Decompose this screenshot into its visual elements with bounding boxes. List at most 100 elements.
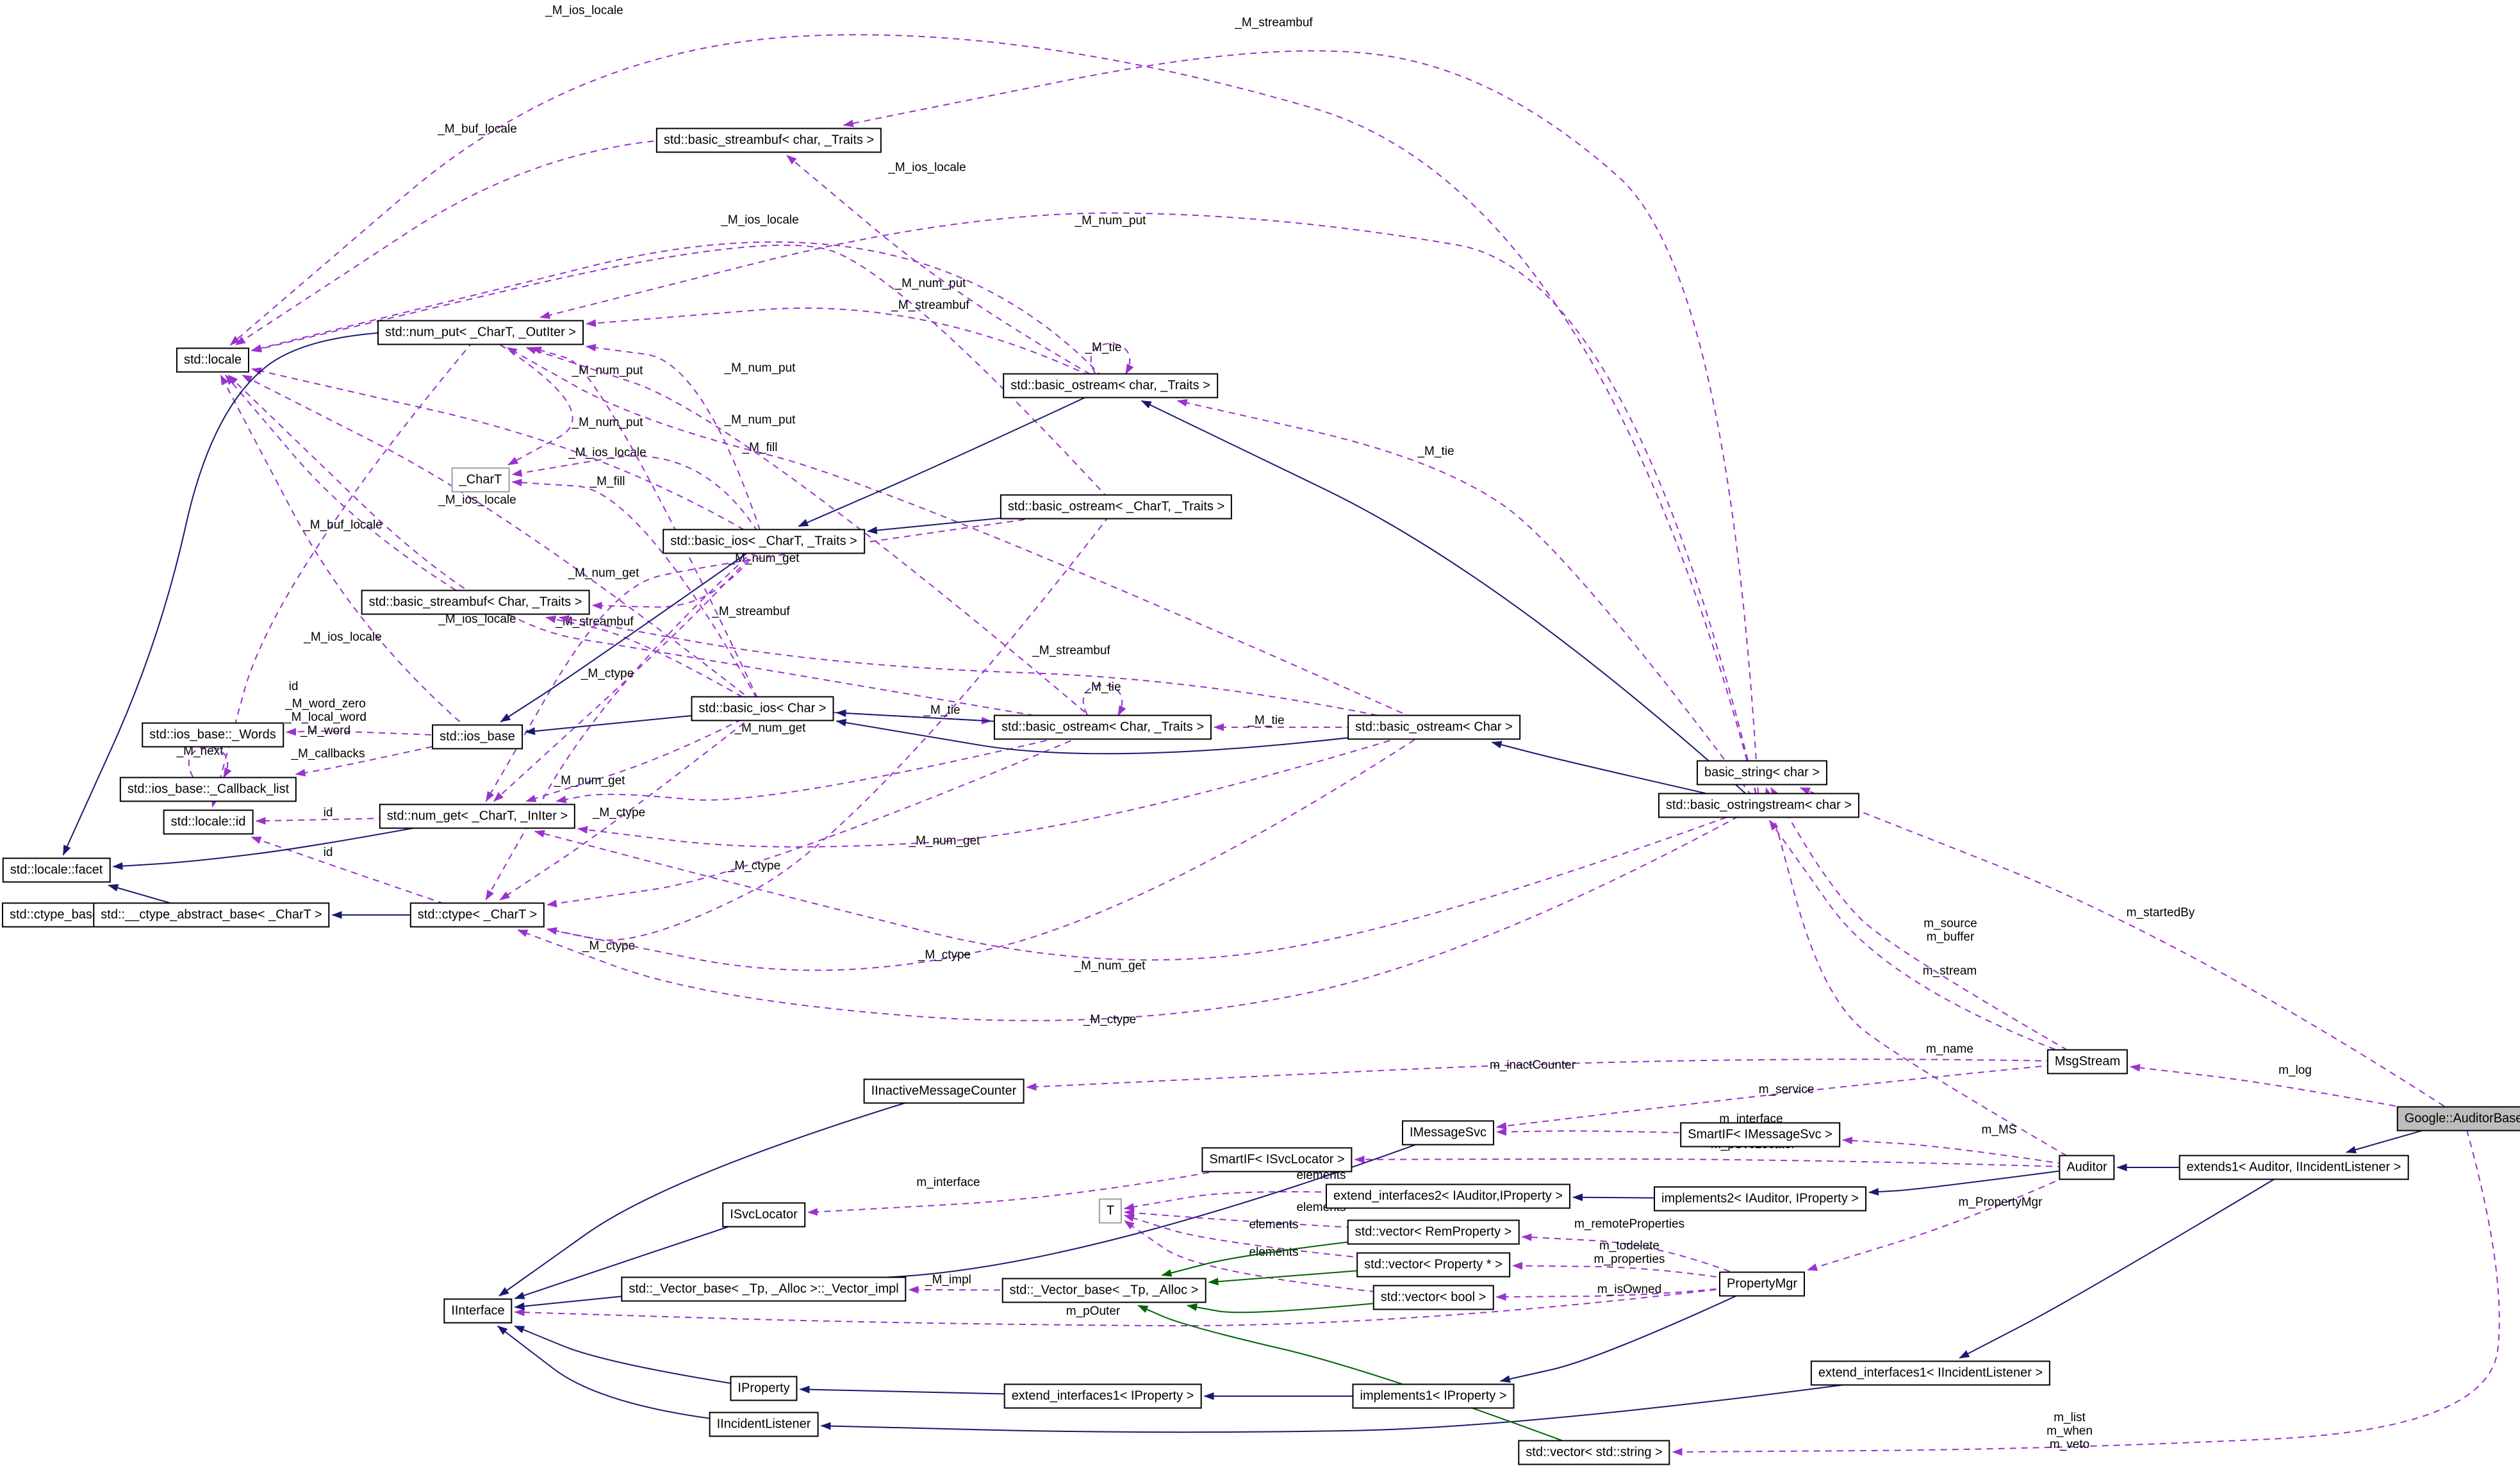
node-ostringstream[interactable]: std::basic_ostringstream< char > [1658,793,1860,818]
node-ctype_base[interactable]: std::ctype_base [1,902,108,928]
node-chart[interactable]: _CharT [451,467,510,493]
edge-label: m_MS [1982,1123,2017,1137]
edge-ios_Char-streambuf_Char [545,615,763,709]
node-vimpl[interactable]: std::_Vector_base< _Tp, _Alloc >::_Vecto… [621,1276,907,1302]
node-callback[interactable]: std::ios_base::_Callback_list [119,777,297,802]
node-basic_string[interactable]: basic_string< char > [1696,760,1828,786]
node-ctype[interactable]: std::ctype< _CharT > [409,902,545,928]
node-num_put[interactable]: std::num_put< _CharT, _OutIter > [377,320,584,345]
edge-label: m_pOuter [1066,1305,1121,1318]
node-iinterface[interactable]: IInterface [443,1298,513,1324]
node-ostream_CharT[interactable]: std::basic_ostream< _CharT, _Traits > [1000,494,1233,520]
node-imessagesvc[interactable]: IMessageSvc [1401,1120,1495,1146]
edge-ostream_Char_traits-num_get [556,727,1103,803]
node-vec_string[interactable]: std::vector< std::string > [1518,1440,1670,1465]
edge-ostream_char_traits-ostream_char_traits [1090,343,1134,375]
node-implements1[interactable]: implements1< IProperty > [1352,1383,1515,1409]
node-auditorbase[interactable]: Google::AuditorBase [2396,1106,2520,1132]
node-words[interactable]: std::ios_base::_Words [142,722,284,748]
edge-ios_Char-chart [511,479,763,709]
node-ostream_Char[interactable]: std::basic_ostream< Char > [1347,714,1520,740]
edge-label: _M_num_put [572,364,644,377]
edge-label: id [324,846,333,859]
node-vec_rem[interactable]: std::vector< RemProperty > [1347,1219,1520,1245]
edge-ostream_Char_traits-num_put [525,347,1103,728]
edge-ostream_char_traits-locale [251,241,1111,386]
node-iincident[interactable]: IIncidentListener [709,1412,819,1437]
edge-label: _M_ctype [581,667,634,680]
edge-label: m_stream [1923,964,1977,978]
edge-label: _M_ios_locale [438,493,516,507]
edge-label: m_startedBy [2127,906,2195,919]
node-isvclocator[interactable]: ISvcLocator [722,1202,805,1228]
edge-inactive-iinterface [498,1091,944,1297]
edge-ostream_Char-ctype [547,727,1435,971]
edge-iproperty-iinterface [514,1325,764,1389]
node-vec_prop[interactable]: std::vector< Property * > [1356,1252,1510,1278]
edge-ios_Char-num_put [531,346,763,709]
edge-label: _M_tie [1247,714,1284,727]
edge-ostream_Char-num_get [577,727,1435,848]
node-ostream_char_traits[interactable]: std::basic_ostream< char, _Traits > [1003,373,1218,399]
edge-ostream_Char_traits-ostream_Char_traits [1082,684,1126,716]
node-propmgr[interactable]: PropertyMgr [1718,1271,1806,1297]
edge-label: _M_tie [1083,680,1121,694]
edge-auditorbase-basic_string [1799,787,2464,1119]
node-smartif_isvc[interactable]: SmartIF< ISvcLocator > [1201,1147,1353,1173]
edge-label: m_list m_when m_veto [2046,1411,2093,1451]
node-tbox[interactable]: T [1098,1198,1123,1224]
edge-propmgr-implements1 [1499,1283,1763,1383]
edge-label: _M_buf_locale [437,122,517,136]
edge-ostream_CharT-ctype [547,506,1117,941]
edge-label: _M_num_put [1075,214,1147,227]
node-extend_if1_prop[interactable]: extend_interfaces1< IProperty > [1003,1383,1202,1409]
node-streambuf_Char[interactable]: std::basic_streambuf< Char, _Traits > [361,589,590,615]
edge-label: elements [1249,1218,1298,1231]
node-streambuf_char[interactable]: std::basic_streambuf< char, _Traits > [655,128,882,153]
edge-label: id [289,680,299,693]
edge-label: _M_ios_locale [887,161,966,174]
edge-num_put-chart [480,332,573,466]
edge-extend_if2-tbox [1124,1190,1449,1211]
edge-ostringstream-num_put [539,212,1759,806]
edge-auditorbase-vec_string [1672,1118,2500,1456]
node-auditor[interactable]: Auditor [2059,1155,2115,1180]
edge-ostringstream-ostream_char_traits [1176,399,1759,806]
node-msgstream[interactable]: MsgStream [2046,1049,2129,1075]
edge-label: _M_num_put [572,416,644,429]
edge-label: _M_num_put [724,413,796,427]
node-num_get[interactable]: std::num_get< _CharT, _InIter > [379,803,576,829]
node-locale[interactable]: std::locale [176,347,250,373]
node-smartif_ims[interactable]: SmartIF< IMessageSvc > [1680,1122,1840,1148]
node-vec_bool[interactable]: std::vector< bool > [1372,1285,1494,1310]
node-implements2[interactable]: implements2< IAuditor, IProperty > [1654,1186,1866,1212]
node-ios_CharT[interactable]: std::basic_ios< _CharT, _Traits > [663,529,865,554]
edge-callback-callback [188,746,232,778]
node-ios_Char[interactable]: std::basic_ios< Char > [691,696,834,721]
node-locale_id[interactable]: std::locale::id [163,809,254,835]
node-extends1[interactable]: extends1< Auditor, IIncidentListener > [2178,1155,2409,1180]
edge-label: m_remoteProperties [1574,1217,1684,1231]
node-ostream_Char_traits[interactable]: std::basic_ostream< Char, _Traits > [993,714,1212,740]
edge-ios_CharT-ctype [485,541,764,901]
edge-ostream_Char_traits-ctype [547,727,1103,907]
edge-label: _M_tie [1084,341,1121,354]
edge-label: _M_buf_locale [302,518,383,532]
edge-ios_Char-num_get [525,708,763,802]
node-inactive[interactable]: IInactiveMessageCounter [863,1078,1025,1104]
node-vbase[interactable]: std::_Vector_base< _Tp, _Alloc > [1001,1278,1206,1303]
node-ios_base[interactable]: std::ios_base [432,724,523,750]
edge-auditor-propmgr [1807,1167,2088,1271]
edge-label: _M_fill [589,475,625,488]
edge-ios_base-callback [295,736,478,777]
edge-ostream_Char-num_put [506,347,1435,728]
edge-label: _M_tie [1417,445,1454,458]
node-extend_if2[interactable]: extend_interfaces2< IAuditor,IProperty > [1326,1183,1570,1209]
node-iproperty[interactable]: IProperty [730,1376,798,1401]
edge-extend_if1_incident-iincident [820,1372,1931,1433]
node-facet[interactable]: std::locale::facet [2,857,111,883]
node-ctype_abstract[interactable]: std::__ctype_abstract_base< _CharT > [93,902,330,928]
node-extend_if1_incident[interactable]: extend_interfaces1< IIncidentListener > [1810,1360,2051,1386]
edge-label: _M_num_get [734,721,807,735]
edge-ios_CharT-streambuf_Char [591,541,764,610]
